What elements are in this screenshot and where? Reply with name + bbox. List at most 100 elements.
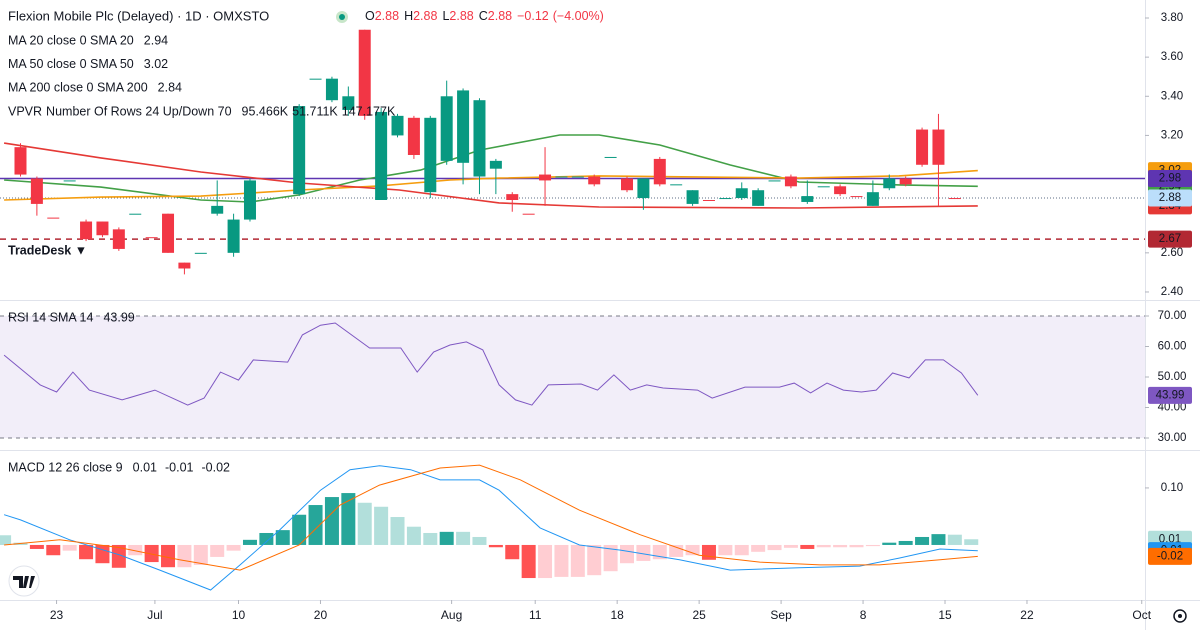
histogram-bar bbox=[275, 530, 290, 545]
candle-body bbox=[145, 237, 158, 239]
candle-body bbox=[227, 219, 240, 253]
candle-body bbox=[325, 78, 338, 101]
candle-body bbox=[358, 29, 371, 116]
histogram-bar bbox=[718, 544, 733, 556]
candle-body bbox=[96, 221, 109, 236]
change-pct: (−4.00%) bbox=[553, 9, 604, 23]
candle-body bbox=[866, 192, 879, 206]
legend-text: 51.711K bbox=[292, 104, 338, 118]
histogram-bar bbox=[931, 534, 946, 545]
histogram-bar bbox=[833, 544, 848, 548]
indicator-line bbox=[3, 322, 979, 406]
histogram-bar bbox=[144, 544, 159, 563]
candle-body bbox=[621, 178, 634, 191]
candle-body bbox=[407, 117, 420, 155]
ohlc-label: H bbox=[404, 9, 413, 23]
candle-body bbox=[440, 96, 453, 161]
histogram-bar bbox=[128, 544, 143, 556]
legend-text: 43.99 bbox=[103, 310, 134, 324]
histogram-bar bbox=[488, 544, 503, 548]
alert-label: TradeDesk ▼ bbox=[8, 243, 87, 257]
settings-icon[interactable] bbox=[1173, 609, 1187, 623]
ohlc-label: O bbox=[365, 9, 375, 23]
candle-body bbox=[243, 180, 256, 220]
histogram-bar bbox=[390, 517, 405, 545]
x-tick-label: 8 bbox=[860, 608, 867, 622]
histogram-bar bbox=[620, 544, 635, 564]
rsi-band bbox=[0, 316, 1145, 439]
price-badge-label: 43.99 bbox=[1156, 389, 1185, 401]
histogram-bar bbox=[767, 544, 782, 551]
legend-text: MACD 12 26 close 9 bbox=[8, 460, 123, 474]
histogram-bar bbox=[701, 544, 716, 560]
histogram-bar bbox=[226, 544, 241, 551]
candle-body bbox=[735, 188, 748, 199]
y-tick-label: 60.00 bbox=[1158, 341, 1187, 353]
candle-body bbox=[932, 129, 945, 165]
candle-body bbox=[916, 129, 929, 165]
price-badge bbox=[1148, 547, 1192, 565]
legend-text: 95.466K bbox=[242, 104, 289, 118]
histogram-bar bbox=[751, 544, 766, 552]
legend-text: -0.02 bbox=[201, 460, 230, 474]
histogram-bar bbox=[423, 532, 438, 545]
histogram-bar bbox=[46, 544, 61, 556]
candle-body bbox=[489, 160, 502, 169]
histogram-bar bbox=[111, 544, 126, 568]
legend-text: VPVR bbox=[8, 104, 42, 118]
histogram-bar bbox=[29, 544, 44, 549]
histogram-bar bbox=[357, 502, 372, 545]
x-tick-label: 15 bbox=[938, 608, 952, 622]
histogram-bar bbox=[915, 536, 930, 545]
candle-body bbox=[391, 115, 404, 136]
candle-body bbox=[424, 117, 437, 193]
indicator-line bbox=[3, 465, 978, 591]
ohlc-value: 2.88 bbox=[375, 9, 399, 23]
candle-body bbox=[555, 176, 568, 178]
candle-body bbox=[670, 184, 683, 186]
histogram-bar bbox=[570, 544, 585, 577]
x-tick-label: Sep bbox=[770, 608, 792, 622]
histogram-bar bbox=[669, 544, 684, 557]
histogram-bar bbox=[308, 505, 323, 545]
candle-body bbox=[47, 217, 60, 219]
histogram-bar bbox=[964, 539, 979, 545]
price-badge bbox=[1148, 230, 1192, 248]
x-tick-label: 25 bbox=[692, 608, 706, 622]
x-tick-label: 10 bbox=[232, 608, 246, 622]
x-tick-label: Aug bbox=[441, 608, 462, 622]
settings-icon[interactable] bbox=[1178, 614, 1182, 618]
candle-body bbox=[293, 106, 306, 195]
candle-body bbox=[14, 147, 27, 175]
legend-text: MA 200 close 0 SMA 200 bbox=[8, 80, 148, 94]
logo-mark bbox=[13, 576, 35, 588]
histogram-bar bbox=[324, 497, 339, 545]
legend-text: 2.84 bbox=[158, 80, 182, 94]
histogram-bar bbox=[242, 539, 257, 545]
legend-text: RSI 14 SMA 14 bbox=[8, 310, 94, 324]
histogram-bar bbox=[505, 544, 520, 560]
histogram-bar bbox=[947, 534, 962, 545]
histogram-bar bbox=[374, 506, 389, 545]
indicator-line bbox=[4, 169, 978, 201]
indicator-line bbox=[4, 464, 978, 571]
y-tick-label: 50.00 bbox=[1158, 371, 1187, 383]
candle-body bbox=[473, 100, 486, 177]
histogram-bar bbox=[865, 544, 880, 547]
indicator-line bbox=[3, 142, 978, 209]
y-tick-label: 2.60 bbox=[1161, 247, 1183, 259]
candle-body bbox=[30, 178, 43, 204]
ohlc-label: C bbox=[479, 9, 488, 23]
x-tick-label: 23 bbox=[50, 608, 64, 622]
candle-body bbox=[588, 176, 601, 185]
candle-body bbox=[768, 180, 781, 182]
ohlc-value: 2.88 bbox=[449, 9, 473, 23]
overlay-layer: Flexion Mobile Plc (Delayed) · 1D · OMXS… bbox=[8, 8, 1192, 622]
candle-body bbox=[457, 90, 470, 163]
histogram-bar bbox=[538, 544, 553, 579]
candle-body bbox=[883, 178, 896, 189]
settings-button[interactable] bbox=[1173, 609, 1187, 623]
x-tick-label: 18 bbox=[610, 608, 624, 622]
histogram-bar bbox=[341, 493, 356, 545]
